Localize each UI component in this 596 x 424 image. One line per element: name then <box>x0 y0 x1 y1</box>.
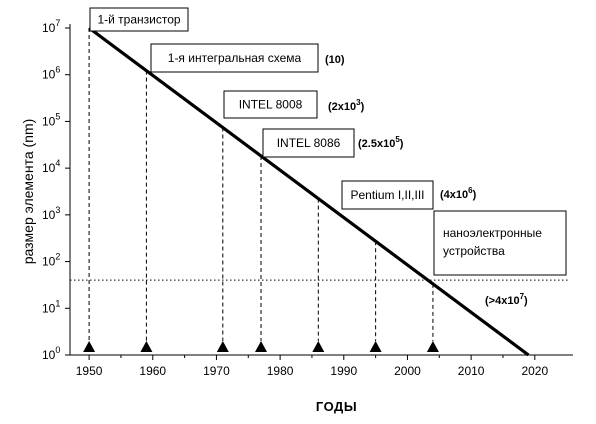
region-box <box>433 210 567 276</box>
milestone-label: 1-я интегральная схема <box>168 51 302 65</box>
y-tick-label: 101 <box>42 298 60 315</box>
milestone-note-end: ) <box>361 101 365 113</box>
milestone-triangle <box>426 341 439 352</box>
y-tick-exponent: 7 <box>55 18 60 28</box>
milestone-note-text: (10) <box>325 54 345 66</box>
y-tick-label: 106 <box>42 65 60 82</box>
y-tick-label: 107 <box>42 18 60 35</box>
y-tick-base: 10 <box>42 301 56 315</box>
milestone-label: INTEL 8008 <box>239 98 303 112</box>
region-box-line2: устройства <box>443 244 505 258</box>
milestone-note-sup: 6 <box>468 186 473 195</box>
milestone-triangle <box>312 341 325 352</box>
milestone-note-end: ) <box>400 138 404 150</box>
region-box-line1: наноэлектронные <box>443 226 542 240</box>
milestone-triangle <box>216 341 229 352</box>
x-axis-title: ГОДЫ <box>316 399 357 414</box>
milestone-label-box <box>262 128 355 158</box>
x-tick-label: 2000 <box>394 364 421 378</box>
milestone-label: 1-й транзистор <box>97 13 180 27</box>
milestone-triangle <box>255 341 268 352</box>
y-tick-base: 10 <box>42 114 56 128</box>
y-tick-label: 104 <box>42 158 60 175</box>
y-tick-exponent: 4 <box>55 158 60 168</box>
milestone-triangle <box>83 341 96 352</box>
milestone-label: INTEL 8086 <box>277 136 341 150</box>
milestone-note-text: (2x10 <box>328 101 356 113</box>
milestone-note-sup: 5 <box>395 135 400 144</box>
y-tick-label: 103 <box>42 205 60 222</box>
milestone-note: (2x103) <box>328 98 365 113</box>
milestone-label-box <box>89 7 189 32</box>
milestone-label-box <box>223 90 318 119</box>
trend-line <box>88 26 530 357</box>
region-note-sup: 7 <box>520 292 525 301</box>
x-tick-label: 2020 <box>521 364 548 378</box>
y-tick-base: 10 <box>42 348 56 362</box>
x-tick-label: 1950 <box>76 364 103 378</box>
y-tick-exponent: 6 <box>55 65 60 75</box>
region-note: (>4x107) <box>485 292 528 307</box>
y-tick-exponent: 2 <box>55 252 60 262</box>
milestone-note-sup: 3 <box>356 98 361 107</box>
milestone-label-box <box>341 180 434 210</box>
region-note-end: ) <box>524 295 528 307</box>
milestone-note: (4x106) <box>440 186 477 201</box>
x-tick-label: 2010 <box>458 364 485 378</box>
x-tick-label: 1960 <box>139 364 166 378</box>
y-tick-label: 105 <box>42 111 60 128</box>
y-tick-label: 100 <box>42 345 60 362</box>
y-axis-title: размер элемента (nm) <box>20 119 36 265</box>
y-tick-exponent: 1 <box>55 298 60 308</box>
y-tick-base: 10 <box>42 255 56 269</box>
x-tick-label: 1980 <box>267 364 294 378</box>
milestone-note-text: (4x10 <box>440 189 468 201</box>
y-tick-base: 10 <box>42 161 56 175</box>
milestone-note-text: (2.5x10 <box>358 138 395 150</box>
milestone-note: (2.5x105) <box>358 135 404 150</box>
x-tick-label: 1990 <box>330 364 357 378</box>
region-note-text: (>4x10 <box>485 295 520 307</box>
y-tick-base: 10 <box>42 68 56 82</box>
y-tick-exponent: 3 <box>55 205 60 215</box>
milestone-triangle <box>369 341 382 352</box>
y-tick-base: 10 <box>42 208 56 222</box>
x-tick-label: 1970 <box>203 364 230 378</box>
milestone-label-box <box>150 43 319 73</box>
milestone-note-end: ) <box>473 189 477 201</box>
y-tick-base: 10 <box>42 21 56 35</box>
y-tick-exponent: 0 <box>55 345 60 355</box>
milestone-note: (10) <box>325 54 345 66</box>
y-tick-label: 102 <box>42 252 60 269</box>
milestone-triangle <box>140 341 153 352</box>
milestone-label: Pentium I,II,III <box>350 188 424 202</box>
y-tick-exponent: 5 <box>55 111 60 121</box>
